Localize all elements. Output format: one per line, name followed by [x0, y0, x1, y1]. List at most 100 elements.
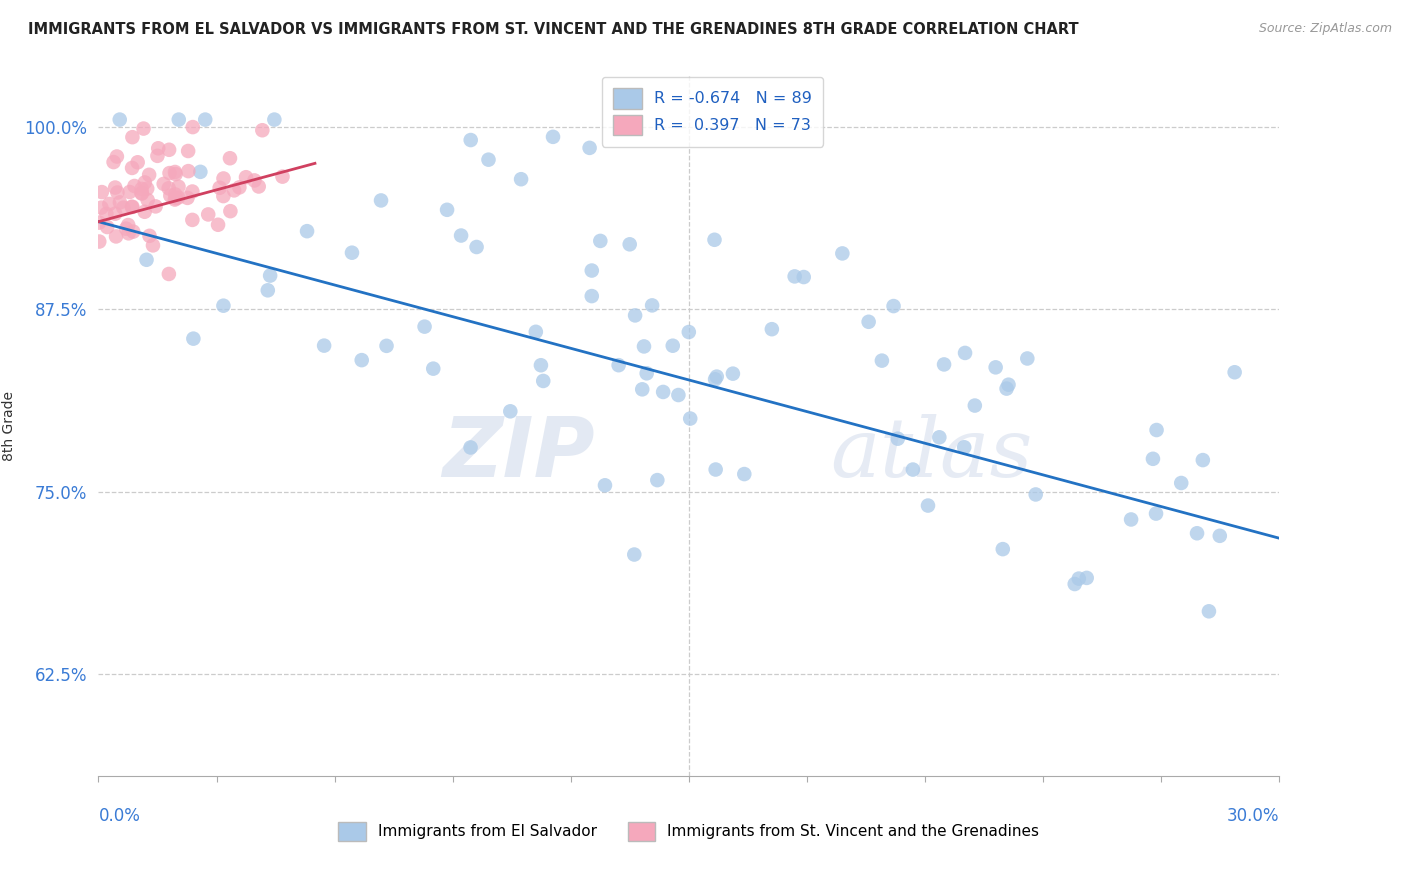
Point [121, 200, 143, 214]
Point [207, 218, 229, 232]
Point [163, 193, 186, 207]
Point [115, 221, 138, 235]
Point [159, 166, 181, 180]
Point [783, 269, 806, 284]
Point [135, 252, 157, 267]
Point [197, 207, 219, 221]
Point [124, 179, 146, 194]
Point [704, 372, 727, 386]
Point [121, 130, 143, 145]
Point [917, 499, 939, 513]
Point [96, 207, 118, 221]
Point [541, 129, 564, 144]
Point [104, 207, 127, 221]
Point [633, 339, 655, 353]
Point [647, 473, 669, 487]
Point [953, 346, 976, 360]
Point [932, 358, 955, 372]
Point [131, 186, 153, 201]
Point [607, 358, 630, 372]
Point [243, 173, 266, 187]
Point [146, 149, 169, 163]
Point [136, 181, 159, 195]
Point [963, 399, 986, 413]
Point [619, 237, 641, 252]
Point [636, 367, 658, 381]
Point [167, 191, 190, 205]
Point [134, 176, 156, 190]
Point [165, 187, 187, 202]
Point [98, 197, 121, 211]
Point [148, 141, 170, 155]
Point [631, 382, 654, 396]
Point [177, 144, 200, 158]
Point [159, 188, 181, 202]
Point [134, 204, 156, 219]
Point [641, 298, 664, 312]
Point [477, 153, 499, 167]
Point [465, 240, 488, 254]
Point [314, 338, 336, 352]
Point [531, 374, 554, 388]
Point [1076, 571, 1098, 585]
Point [176, 191, 198, 205]
Point [887, 432, 910, 446]
Point [1146, 423, 1168, 437]
Point [953, 440, 976, 454]
Point [721, 367, 744, 381]
Point [181, 213, 204, 227]
Point [256, 283, 278, 297]
Point [165, 167, 187, 181]
Point [703, 233, 725, 247]
Point [375, 339, 398, 353]
Point [131, 186, 153, 200]
Point [883, 299, 905, 313]
Point [1170, 475, 1192, 490]
Point [212, 299, 235, 313]
Point [589, 234, 612, 248]
Point [1198, 604, 1220, 618]
Point [259, 268, 281, 283]
Point [105, 229, 128, 244]
Text: 0.0%: 0.0% [98, 806, 141, 824]
Point [704, 462, 727, 476]
Point [928, 430, 950, 444]
Text: ZIP: ZIP [441, 413, 595, 494]
Point [108, 195, 131, 210]
Point [138, 228, 160, 243]
Point [1209, 529, 1232, 543]
Point [163, 165, 186, 179]
Point [1025, 487, 1047, 501]
Point [177, 164, 200, 178]
Point [350, 353, 373, 368]
Y-axis label: 8th Grade: 8th Grade [1, 391, 15, 461]
Point [870, 353, 893, 368]
Point [103, 155, 125, 169]
Text: IMMIGRANTS FROM EL SALVADOR VS IMMIGRANTS FROM ST. VINCENT AND THE GRENADINES 8T: IMMIGRANTS FROM EL SALVADOR VS IMMIGRANT… [28, 22, 1078, 37]
Point [901, 462, 924, 476]
Point [578, 141, 600, 155]
Point [131, 182, 153, 196]
Point [1192, 453, 1215, 467]
Point [761, 322, 783, 336]
Point [181, 120, 204, 134]
Point [127, 155, 149, 169]
Point [222, 183, 245, 197]
Point [530, 358, 553, 372]
Point [157, 267, 180, 281]
Point [831, 246, 853, 260]
Point [661, 339, 683, 353]
Point [90, 185, 112, 199]
Point [89, 235, 111, 249]
Point [1063, 577, 1085, 591]
Point [581, 263, 603, 277]
Point [984, 360, 1007, 375]
Point [995, 382, 1018, 396]
Point [252, 123, 274, 137]
Point [1017, 351, 1039, 366]
Point [1223, 365, 1246, 379]
Point [121, 200, 143, 214]
Point [90, 201, 112, 215]
Point [593, 478, 616, 492]
Point [858, 315, 880, 329]
